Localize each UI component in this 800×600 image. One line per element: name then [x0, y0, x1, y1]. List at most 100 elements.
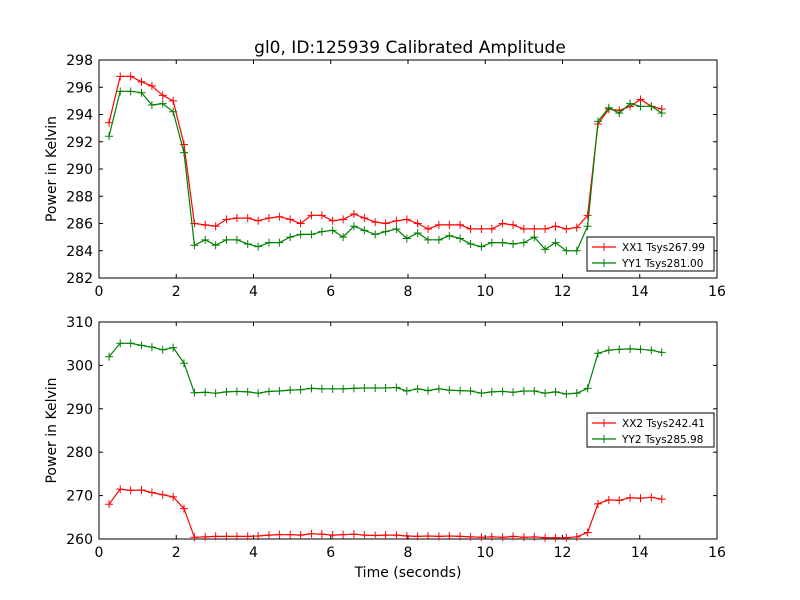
chart0-series-0-point — [158, 91, 167, 100]
chart1-series-0-point — [264, 531, 273, 540]
chart0-series-0-point — [116, 72, 125, 81]
chart0-y-tick-label: 288 — [66, 189, 93, 205]
chart0-series-1-point — [487, 238, 496, 247]
chart1-x-tick-label: 6 — [326, 545, 335, 561]
chart1-series-0-point — [190, 533, 199, 542]
chart1-series-0-point — [424, 531, 433, 540]
chart1-series-1-point — [126, 339, 135, 348]
chart1-series-0-point — [126, 486, 135, 495]
chart1-series-1-point — [604, 346, 613, 355]
chart1-series-0-point — [487, 532, 496, 541]
chart1-series-0-point — [456, 532, 465, 541]
chart1-series-0-point — [147, 488, 156, 497]
chart0-series-0-point — [466, 224, 475, 233]
chart1-legend — [586, 412, 715, 448]
chart1-series-0-point — [541, 533, 550, 542]
chart0-series-0-point — [445, 220, 454, 229]
chart0-series-0-point — [424, 224, 433, 233]
chart0-series-1-point — [243, 239, 252, 248]
chart0-series-1-point — [424, 235, 433, 244]
chart1-series-1-point — [413, 384, 422, 393]
chart1-series-0-point — [530, 532, 539, 541]
chart1-series-1-point — [445, 386, 454, 395]
chart0-series-1-point — [615, 109, 624, 118]
chart1-y-tick-label: 280 — [66, 445, 93, 461]
chart0-series-1-point — [169, 107, 178, 116]
chart0-x-tick-label: 8 — [404, 284, 413, 300]
chart0-series-1-point — [456, 234, 465, 243]
chart0-y-tick-label: 284 — [66, 244, 93, 260]
chart0-y-tick-label: 294 — [66, 108, 93, 124]
chart1-y-tick-label: 290 — [66, 402, 93, 418]
chart1-series-1-point — [519, 387, 528, 396]
chart1-x-tick-label: 0 — [95, 545, 104, 561]
chart0-x-tick-label: 6 — [326, 284, 335, 300]
chart1-series-1-point — [147, 343, 156, 352]
chart1-series-0-point — [286, 530, 295, 539]
chart1-series-0-point — [498, 533, 507, 542]
chart0-series-0-point — [275, 212, 284, 221]
chart1-series-0-point — [466, 532, 475, 541]
chart0-series-0-point — [456, 220, 465, 229]
chart0-series-0-point — [317, 211, 326, 220]
chart1-series-1-point — [424, 386, 433, 395]
chart0-series-1-point — [530, 233, 539, 242]
chart0-series-0-point — [402, 215, 411, 224]
chart1-series-1-point — [328, 384, 337, 393]
chart0-series-1-point — [275, 238, 284, 247]
chart0-series-0-point — [349, 209, 358, 218]
chart1-series-0-point — [211, 532, 220, 541]
chart1-series-1-point — [243, 387, 252, 396]
chart0-series-1-point — [477, 242, 486, 251]
chart1-x-tick-label: 2 — [172, 545, 181, 561]
chart0-series-1-point — [434, 235, 443, 244]
chart1-series-1-point — [211, 389, 220, 398]
chart1-series-0-point — [169, 492, 178, 501]
chart1-series-1-point — [456, 386, 465, 395]
top-axes: 0 2 4 6 8 10 12 14 16 282 284 286 288 290 292 294 296 298… — [44, 53, 726, 300]
chart1-series-0-point — [647, 493, 656, 502]
chart1-series-0-point — [137, 485, 146, 494]
chart1-series-0-point — [105, 500, 114, 509]
chart1-x-tick-label: 8 — [404, 545, 413, 561]
chart1-series-1-point — [201, 388, 210, 397]
chart1-series-0-point — [594, 499, 603, 508]
chart0-series-1-point — [402, 234, 411, 243]
chart0-series-0-point — [392, 216, 401, 225]
chart1-series-1-point — [657, 348, 666, 357]
chart0-series-1-point — [594, 117, 603, 126]
chart0-series-0-point — [147, 81, 156, 90]
chart1-series-1-point — [551, 387, 560, 396]
chart1-series-1-point — [286, 386, 295, 395]
chart0-series-0-point — [296, 219, 305, 228]
chart1-series-1-point — [232, 387, 241, 396]
chart1-x-tick-label: 16 — [708, 545, 726, 561]
chart1-series-1-point — [530, 387, 539, 396]
chart0-series-0-point — [201, 220, 210, 229]
chart0-series-1-point — [179, 148, 188, 157]
chart0-y-tick-label: 292 — [66, 135, 93, 151]
chart0-series-0-point — [371, 218, 380, 227]
chart0-series-0-point — [381, 219, 390, 228]
chart0-legend-marker-0 — [600, 243, 608, 251]
chart1-series-1-point — [477, 389, 486, 398]
chart0-series-1-point — [158, 99, 167, 108]
chart1-series-1-point — [275, 387, 284, 396]
chart0-y-tick-label: 282 — [66, 271, 93, 287]
chart0-series-1-point — [211, 241, 220, 250]
chart1-legend-label-1: YY2 Tsys285.98 — [621, 434, 703, 446]
chart1-series-0-point — [296, 531, 305, 540]
chart0-series-1-point — [286, 233, 295, 242]
chart1-series-1-point — [626, 344, 635, 353]
chart0-x-tick-label: 4 — [249, 284, 258, 300]
chart0-series-1-point — [105, 132, 114, 141]
chart0-series-1-point — [201, 235, 210, 244]
chart1-series-1-point — [434, 384, 443, 393]
chart0-series-1-point — [296, 230, 305, 239]
chart0-series-1-point — [222, 235, 231, 244]
chart1-series-1-point — [572, 389, 581, 398]
chart1-series-0-point — [158, 490, 167, 499]
chart0-series-1-point — [371, 230, 380, 239]
chart0-series-1-point — [604, 103, 613, 112]
